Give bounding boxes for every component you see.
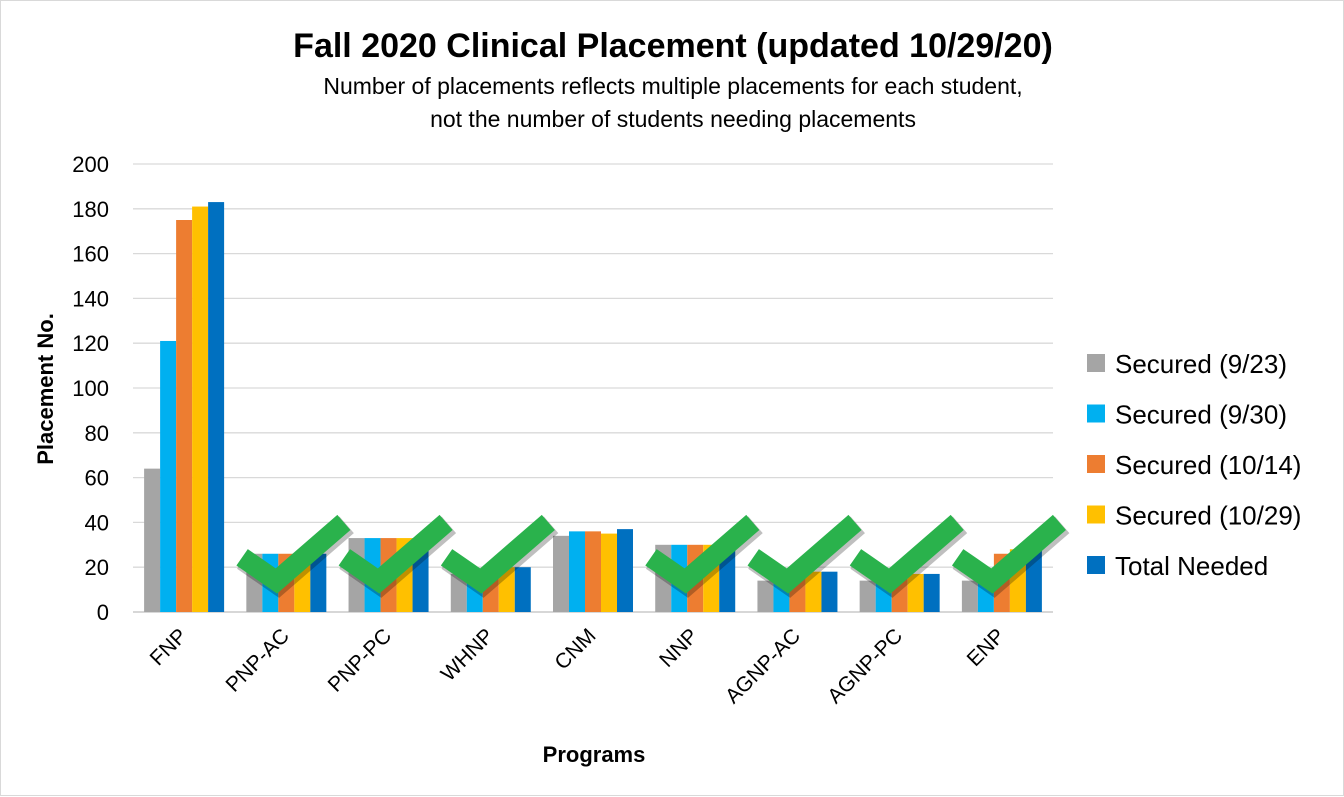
y-tick-label: 140 (72, 286, 109, 311)
checkmark-icon (645, 514, 760, 594)
x-tick-label: AGNP-PC (823, 624, 907, 708)
y-tick-label: 0 (97, 600, 109, 625)
bar-enp-series-4 (1025, 549, 1042, 612)
bar-agnp-ac-series-0 (757, 580, 774, 612)
bar-enp-series-0 (961, 580, 978, 612)
bar-nnp-series-4 (719, 544, 736, 612)
y-tick-label: 120 (72, 331, 109, 356)
legend-swatch (1087, 354, 1105, 372)
checkmarks (236, 514, 1070, 598)
legend-label: Secured (10/14) (1115, 450, 1301, 480)
y-tick-label: 180 (72, 197, 109, 222)
bar-cnm-series-0 (553, 535, 569, 612)
checkmark-icon (236, 514, 351, 594)
y-tick-label: 40 (85, 510, 109, 535)
y-tick-label: 160 (72, 242, 109, 267)
bar-cnm-series-2 (585, 531, 601, 612)
bar-agnp-ac-series-3 (805, 571, 822, 612)
x-tick-label: NNP (655, 624, 703, 672)
bar-agnp-ac-series-4 (821, 571, 838, 612)
bar-pnp-ac-series-4 (310, 553, 327, 612)
chart-subtitle-line-2: not the number of students needing place… (430, 106, 916, 132)
bar-fnp-series-4 (208, 202, 225, 612)
checkmark-icon (440, 514, 555, 594)
bar-fnp-series-3 (192, 206, 209, 612)
x-tick-label: PNP-AC (221, 624, 293, 696)
x-tick-label: PNP-PC (324, 624, 396, 696)
chart-subtitle-line-1: Number of placements reflects multiple p… (323, 73, 1022, 99)
y-tick-label: 100 (72, 376, 109, 401)
legend-label: Secured (9/23) (1115, 349, 1287, 379)
bar-cnm-series-1 (569, 531, 585, 612)
legend-swatch (1087, 556, 1105, 574)
legend-label: Total Needed (1115, 551, 1268, 581)
checkmark-icon (338, 514, 453, 594)
legend-swatch (1087, 455, 1105, 473)
checkmark-icon (747, 514, 862, 594)
bar-fnp-series-1 (160, 340, 177, 612)
legend-label: Secured (10/29) (1115, 501, 1301, 531)
x-tick-label: AGNP-AC (721, 624, 805, 708)
x-tick-label: ENP (963, 624, 1010, 671)
bar-whnp-series-0 (450, 573, 467, 612)
bar-whnp-series-4 (514, 567, 531, 612)
x-tick-label: WHNP (437, 624, 499, 686)
bar-fnp-series-0 (144, 468, 161, 612)
bar-agnp-pc-series-0 (859, 580, 876, 612)
legend-swatch (1087, 505, 1105, 524)
legend: Secured (9/23) Secured (9/30) Secured (10/… (1087, 349, 1301, 581)
y-axis-title: Placement No. (33, 313, 58, 465)
y-tick-label: 200 (72, 152, 109, 177)
legend-label: Secured (9/30) (1115, 400, 1287, 430)
legend-swatch (1087, 404, 1105, 423)
y-tick-label: 20 (85, 555, 109, 580)
checkmark-icon (951, 514, 1066, 594)
bar-cnm-series-4 (617, 529, 633, 612)
bar-cnm-series-3 (601, 533, 617, 612)
x-axis-categories: FNP PNP-AC PNP-PC WHNP CNM NNP AGNP-AC AGNP-PC E… (146, 624, 1010, 708)
bar-fnp-series-2 (176, 220, 193, 612)
y-tick-label: 80 (85, 421, 109, 446)
x-tick-label: CNM (550, 624, 600, 674)
bar-agnp-pc-series-3 (907, 573, 924, 612)
x-tick-label: FNP (146, 624, 192, 670)
x-axis-title: Programs (543, 742, 646, 767)
chart-title: Fall 2020 Clinical Placement (updated 10… (293, 27, 1053, 65)
bar-whnp-series-3 (498, 567, 515, 612)
y-tick-label: 60 (85, 466, 109, 491)
bar-agnp-pc-series-4 (923, 573, 940, 612)
y-axis-ticks: 0 20 40 60 80 100 120 140 160 180 200 (72, 152, 109, 625)
checkmark-icon (849, 514, 964, 594)
bars (144, 202, 1042, 612)
